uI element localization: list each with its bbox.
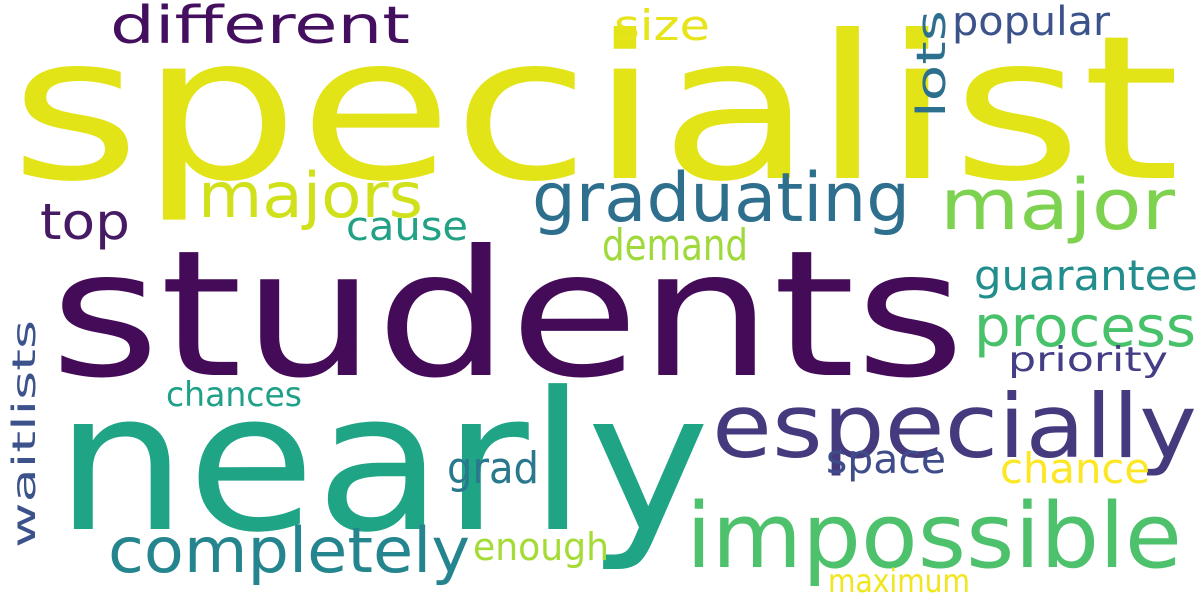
word-chance: chance xyxy=(1000,444,1150,493)
word-process: process xyxy=(974,295,1196,360)
word-especially: especially xyxy=(712,375,1197,478)
word-popular: popular xyxy=(952,0,1110,45)
word-grad: grad xyxy=(447,443,539,494)
word-impossible: impossible xyxy=(686,484,1182,589)
word-completely: completely xyxy=(108,514,470,587)
word-lots: lots xyxy=(909,10,955,119)
word-size: size xyxy=(614,1,710,50)
word-demand: demand xyxy=(602,220,748,271)
word-space: space xyxy=(826,437,946,483)
word-priority: priority xyxy=(1008,340,1168,380)
word-guarantee: guarantee xyxy=(974,251,1198,300)
word-specialist: specialist xyxy=(10,0,1180,226)
word-majors: majors xyxy=(198,159,423,232)
word-top: top xyxy=(40,193,130,251)
word-different: different xyxy=(110,0,410,56)
word-nearly: nearly xyxy=(55,352,711,575)
word-major: major xyxy=(940,164,1175,246)
word-maximum: maximum xyxy=(828,562,970,600)
word-students: students xyxy=(50,214,966,417)
word-waitlists: waitlists xyxy=(5,320,43,548)
word-enough: enough xyxy=(473,525,609,569)
word-cause: cause xyxy=(346,204,468,250)
word-chances: chances xyxy=(166,375,302,415)
word-graduating: graduating xyxy=(532,159,910,238)
